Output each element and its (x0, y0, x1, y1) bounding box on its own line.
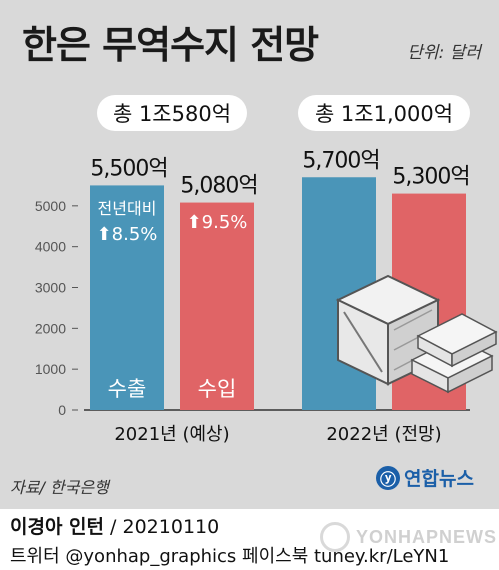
series-name-label: 수출 (108, 377, 147, 401)
y-tick-label: 4000 (35, 239, 66, 255)
total-label: 총 1조1,000억 (315, 102, 453, 126)
watermark: YONHAPNEWS (320, 522, 497, 552)
credit-line: 이경아 인턴 / 20210110 (10, 512, 219, 539)
y-tick-label: 2000 (35, 320, 66, 336)
total-label: 총 1조580억 (113, 102, 231, 126)
agency-icon: ⓨ (376, 465, 400, 490)
bar-export (90, 185, 164, 410)
unit-label: 단위: 달러 (407, 43, 481, 63)
y-tick-label: 5000 (35, 198, 66, 214)
yoy-import-label: ⬆9.5% (187, 212, 248, 233)
chart-title: 한은 무역수지 전망 (22, 23, 319, 67)
series-name-label: 수입 (198, 377, 237, 401)
watermark-text: YONHAPNEWS (356, 526, 498, 547)
y-tick-label: 3000 (35, 280, 66, 296)
value-label: 5,300억 (392, 165, 469, 190)
total-pill (97, 95, 247, 131)
credit-date: / 20210110 (104, 516, 220, 538)
category-label: 2022년 (전망) (326, 424, 441, 445)
agency-name: 연합뉴스 (404, 468, 474, 490)
credit-name: 이경아 인턴 (10, 516, 105, 538)
yoy-caption: 전년대비 (98, 199, 157, 218)
crate-money-illustration (335, 274, 498, 394)
yoy-export-label: ⬆8.5% (97, 224, 158, 245)
watermark-icon (320, 522, 350, 552)
category-label: 2021년 (예상) (114, 424, 229, 445)
total-pill (298, 95, 470, 131)
bar-import (180, 202, 254, 410)
value-label: 5,700억 (302, 148, 379, 173)
value-label: 5,500억 (90, 156, 167, 181)
y-tick-label: 1000 (35, 361, 66, 377)
bar-chart: 0 1000 2000 3000 4000 5000 총 1조580억 총 1조1,000억 5… (35, 95, 498, 445)
y-tick-label: 0 (58, 402, 66, 418)
agency-logo: ⓨ 연합뉴스 (376, 464, 474, 491)
source-label: 자료/ 한국은행 (10, 478, 109, 497)
value-label: 5,080억 (180, 174, 257, 199)
